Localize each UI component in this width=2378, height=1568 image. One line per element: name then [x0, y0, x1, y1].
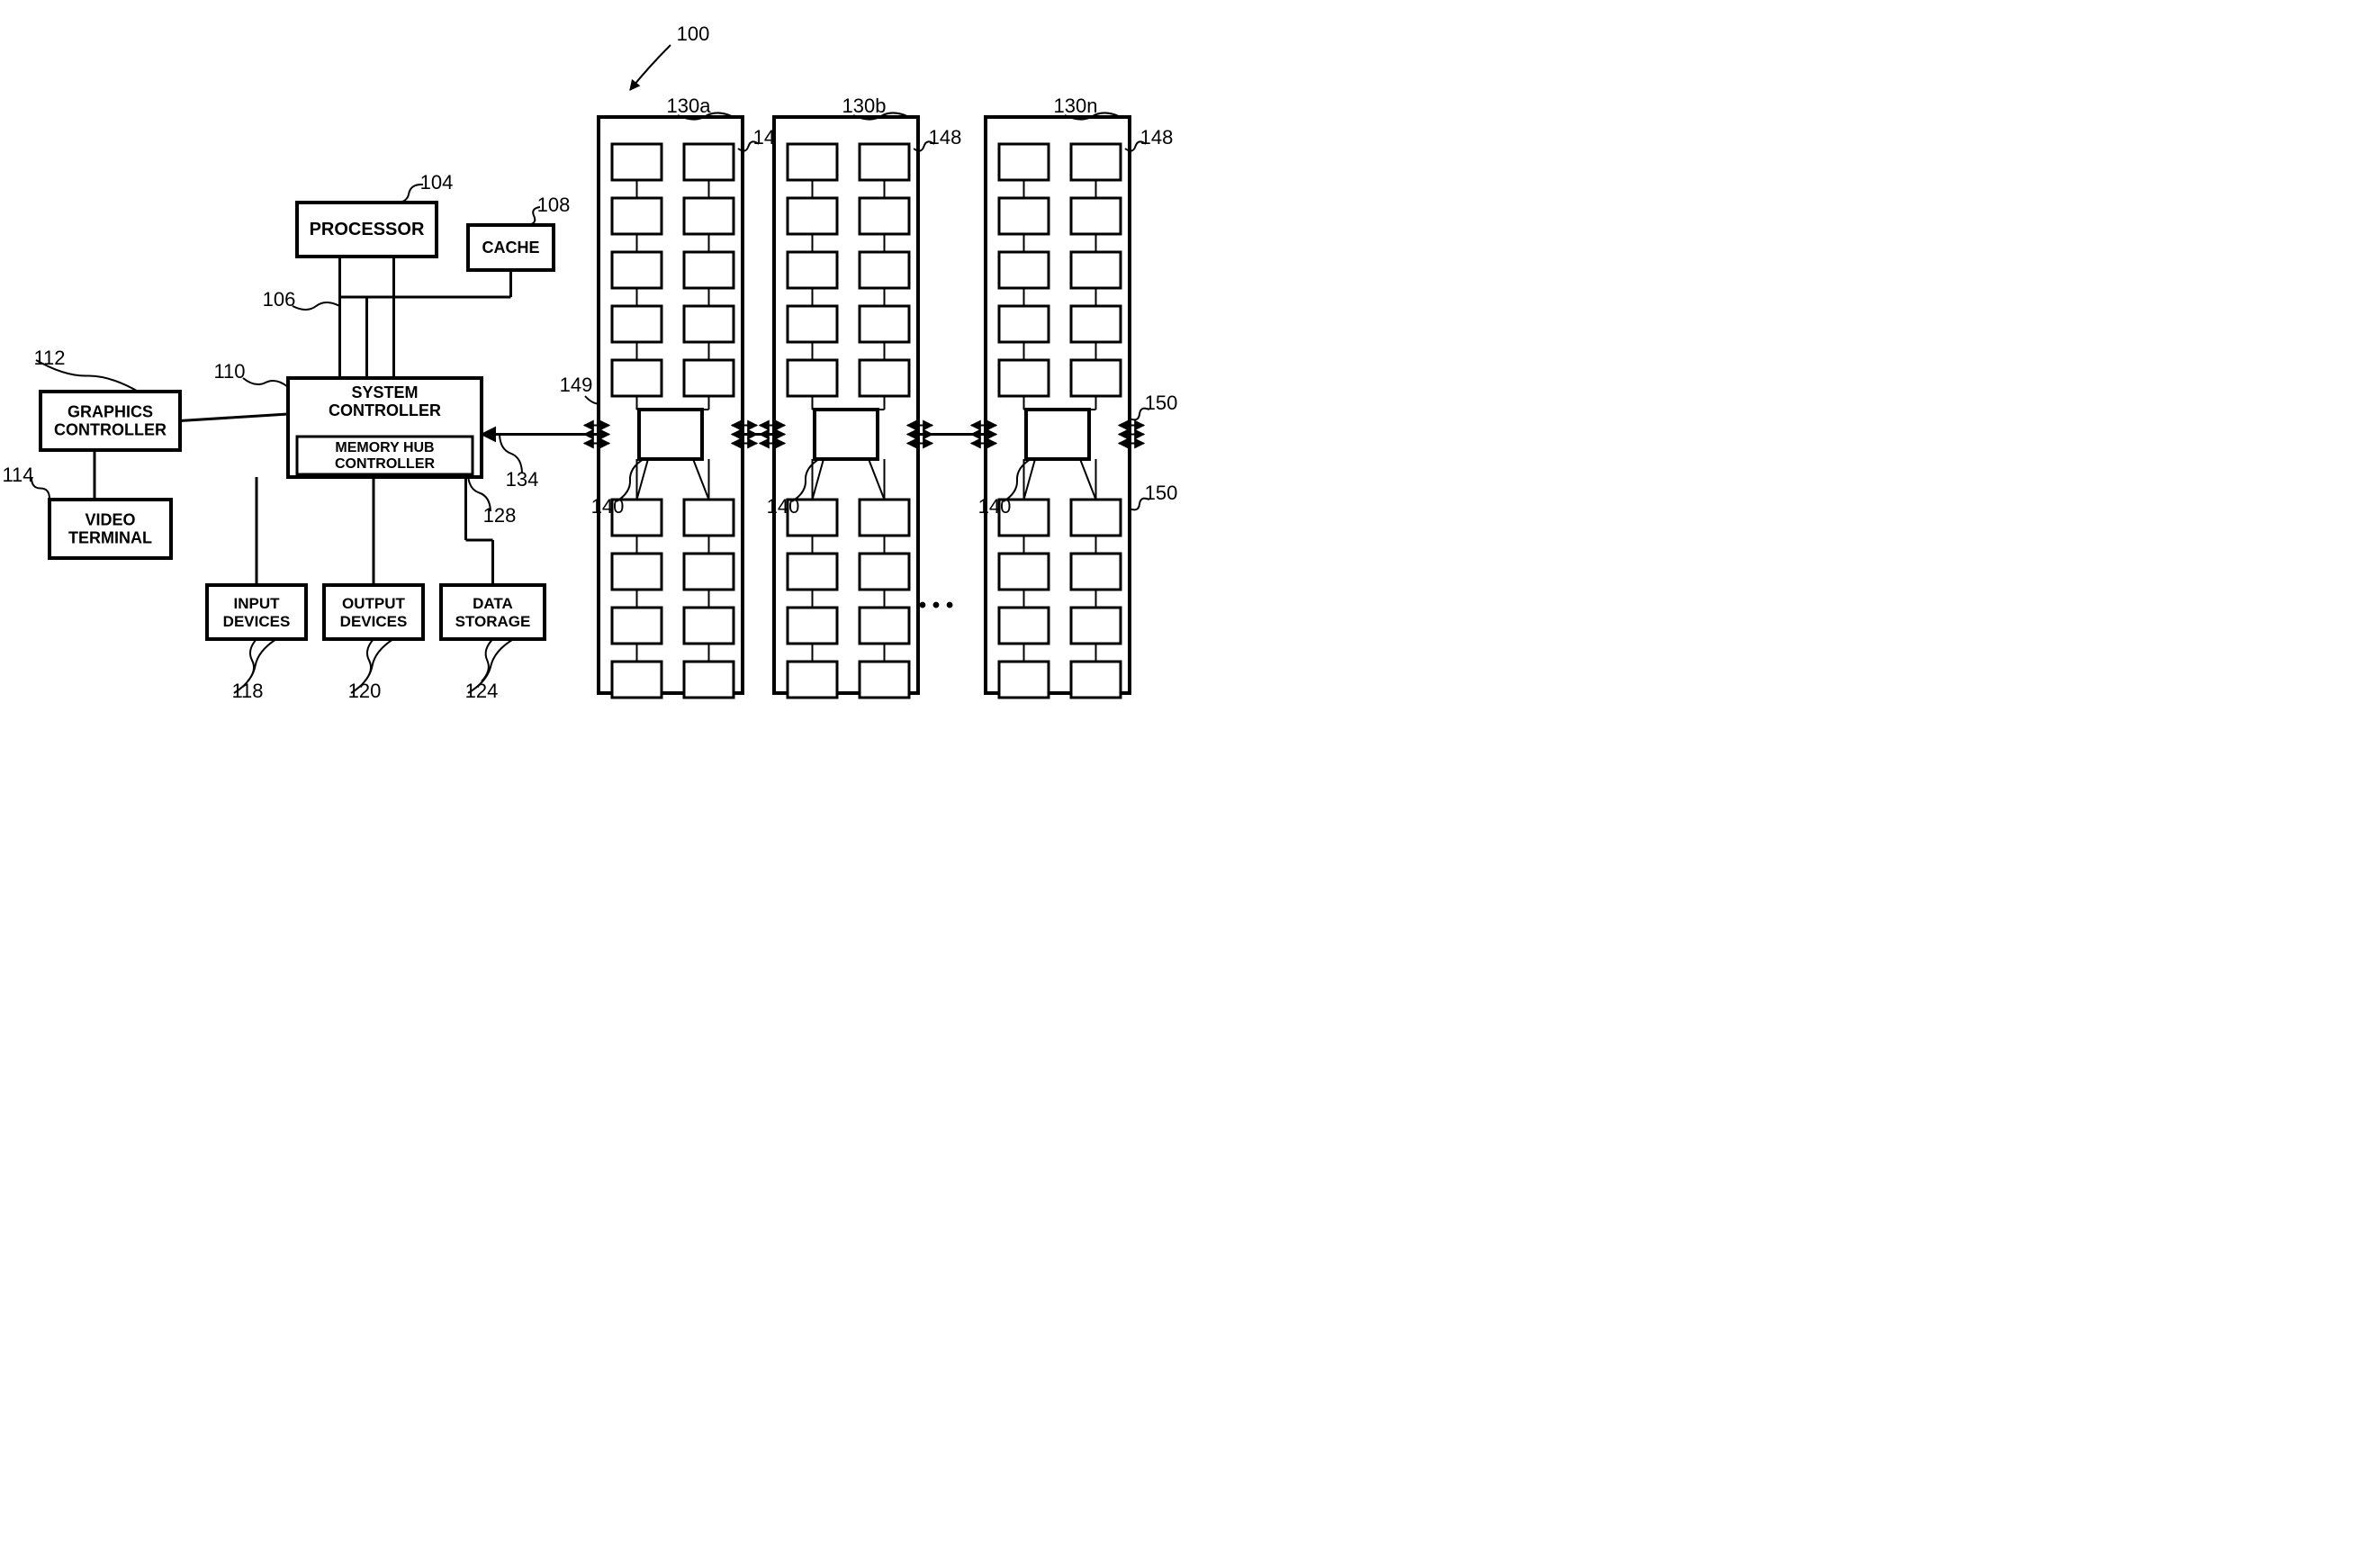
- mem-bus-ref: 149: [560, 374, 593, 396]
- mem-chip: [788, 608, 837, 644]
- mem-chip: [684, 554, 734, 590]
- mem-chip: [788, 252, 837, 288]
- graphics-controller-block-label1: GRAPHICS: [68, 403, 153, 421]
- mem-chip: [684, 608, 734, 644]
- mem-chip: [860, 608, 909, 644]
- module-ref-2: 130n: [1054, 95, 1098, 117]
- cache-block-label: CACHE: [482, 239, 539, 257]
- mem-chip: [1071, 500, 1121, 536]
- mem-chip: [860, 252, 909, 288]
- hub-ref-1: 140: [767, 495, 800, 518]
- mem-chip: [684, 360, 734, 396]
- mem-chip: [999, 144, 1049, 180]
- mem-ref-2: 148: [1140, 126, 1174, 149]
- mem-chip: [1071, 608, 1121, 644]
- mem-chip: [860, 662, 909, 698]
- mod-ref-bot: 150: [1145, 482, 1178, 504]
- input-devices-block: [207, 585, 306, 639]
- mem-ref-1: 148: [929, 126, 962, 149]
- mem-chip: [999, 360, 1049, 396]
- mem-chip: [612, 360, 662, 396]
- hub-ref-2: 140: [978, 495, 1012, 518]
- mem-chip: [612, 662, 662, 698]
- mem-chip: [612, 198, 662, 234]
- mem-chip: [684, 144, 734, 180]
- mem-chip: [612, 608, 662, 644]
- cache-block-ref: 108: [537, 194, 571, 216]
- memhub-ref: 128: [483, 504, 517, 527]
- mem-chip: [1071, 198, 1121, 234]
- input-devices-block-label1: INPUT: [234, 595, 281, 612]
- mod-ref-top: 150: [1145, 392, 1178, 414]
- mem-chip: [999, 662, 1049, 698]
- mem-chip: [1071, 306, 1121, 342]
- output-devices-block-label1: OUTPUT: [342, 595, 406, 612]
- mem-chip: [860, 554, 909, 590]
- memory-hub-1: [815, 410, 878, 459]
- figure-ref-100: 100: [677, 23, 710, 45]
- mem-chip: [788, 554, 837, 590]
- system-controller-ref: 110: [213, 360, 245, 383]
- mem-chip: [788, 306, 837, 342]
- processor-block-ref: 104: [420, 171, 454, 194]
- mem-chip: [860, 500, 909, 536]
- mem-chip: [999, 252, 1049, 288]
- memory-hub-2: [1026, 410, 1089, 459]
- output-devices-block: [324, 585, 423, 639]
- module-ref-0: 130a: [667, 95, 712, 117]
- mem-chip: [612, 252, 662, 288]
- memhub-label2: CONTROLLER: [335, 456, 436, 472]
- hub-ref-0: 140: [591, 495, 625, 518]
- video-terminal-block-label2: TERMINAL: [68, 529, 152, 547]
- mem-chip: [788, 198, 837, 234]
- mem-chip: [1071, 662, 1121, 698]
- mem-chip: [1071, 144, 1121, 180]
- mem-chip: [684, 306, 734, 342]
- mem-chip: [788, 144, 837, 180]
- input-devices-block-label2: DEVICES: [223, 613, 291, 630]
- graphics-controller-block-label2: CONTROLLER: [54, 421, 167, 439]
- mem-chip: [788, 360, 837, 396]
- mem-chip: [999, 608, 1049, 644]
- block-diagram: 100PROCESSOR104CACHE108SYSTEMCONTROLLER1…: [0, 0, 1189, 784]
- mem-chip: [999, 198, 1049, 234]
- output-devices-block-label2: DEVICES: [340, 613, 408, 630]
- data-storage-block: [441, 585, 545, 639]
- data-storage-block-label2: STORAGE: [455, 613, 531, 630]
- mem-chip: [612, 144, 662, 180]
- processor-bus-ref: 106: [263, 288, 296, 311]
- video-terminal-block-ref: 114: [2, 464, 33, 486]
- data-storage-block-label1: DATA: [473, 595, 513, 612]
- mem-chip: [860, 198, 909, 234]
- mem-chip: [612, 554, 662, 590]
- mem-chip: [1071, 252, 1121, 288]
- mem-chip: [860, 306, 909, 342]
- module-ref-1: 130b: [842, 95, 887, 117]
- mem-chip: [999, 306, 1049, 342]
- mem-chip: [684, 198, 734, 234]
- mem-chip: [1071, 360, 1121, 396]
- mem-chip: [860, 360, 909, 396]
- mem-chip: [684, 252, 734, 288]
- processor-block-label: PROCESSOR: [310, 220, 425, 239]
- mem-chip: [684, 662, 734, 698]
- mem-chip: [860, 144, 909, 180]
- system-controller-label2: CONTROLLER: [329, 401, 441, 419]
- memhub-label1: MEMORY HUB: [335, 440, 434, 455]
- system-controller-label1: SYSTEM: [351, 383, 418, 401]
- mem-chip: [999, 554, 1049, 590]
- memory-hub-0: [639, 410, 702, 459]
- mem-chip: [1071, 554, 1121, 590]
- mem-chip: [612, 306, 662, 342]
- mem-chip: [788, 662, 837, 698]
- graphics-controller-block-ref: 112: [33, 347, 65, 369]
- mem-chip: [684, 500, 734, 536]
- video-terminal-block-label1: VIDEO: [85, 511, 135, 529]
- ellipsis: • • •: [919, 593, 954, 617]
